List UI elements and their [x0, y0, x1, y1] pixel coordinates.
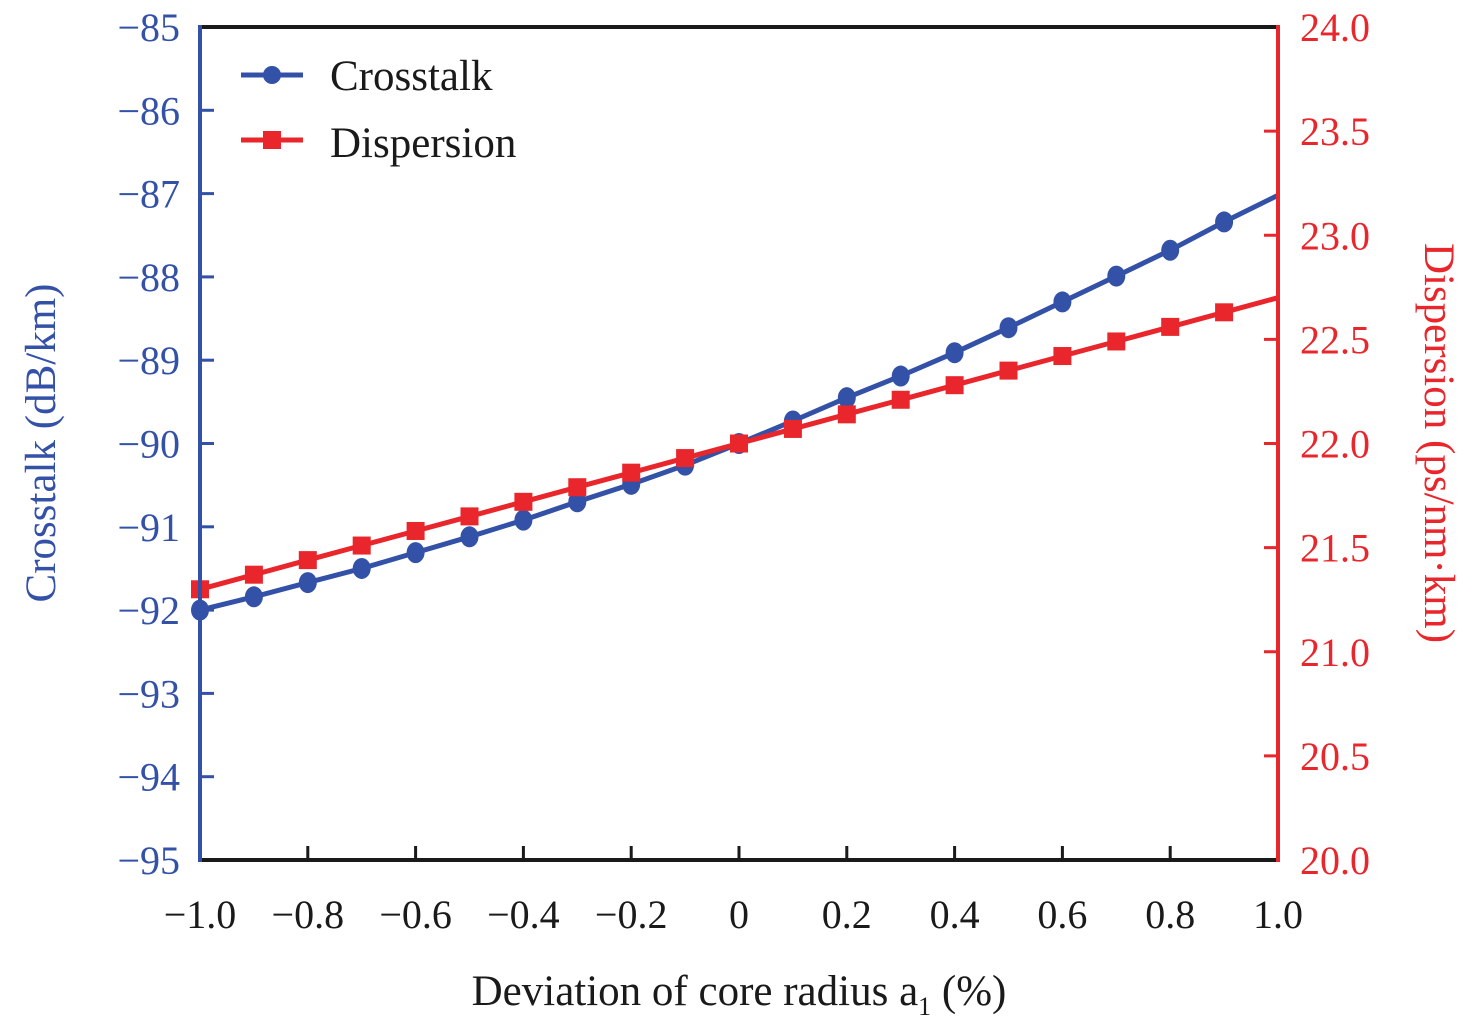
y-right-tick-label: 20.5: [1300, 734, 1370, 779]
y-left-tick-label: −91: [117, 505, 180, 550]
y-right-tick-label: 24.0: [1300, 5, 1370, 50]
x-tick-label: 0.4: [930, 892, 980, 937]
dispersion-point: [730, 434, 748, 453]
legend-crosstalk-marker: [263, 66, 281, 84]
y-left-tick-label: −87: [117, 172, 180, 217]
crosstalk-point: [1107, 265, 1126, 287]
y-right-tick-label: 20.0: [1300, 838, 1370, 883]
crosstalk-point: [945, 342, 964, 364]
crosstalk-point: [244, 586, 263, 608]
y-left-tick-label: −86: [117, 88, 180, 133]
y-left-tick-label: −94: [117, 755, 180, 800]
crosstalk-point: [298, 572, 317, 594]
x-tick-label: 0.2: [822, 892, 872, 937]
y-left-tick-label: −92: [117, 588, 180, 633]
x-tick-label: 0.8: [1145, 892, 1195, 937]
x-tick-label: 0.6: [1037, 892, 1087, 937]
crosstalk-point: [514, 509, 533, 531]
dispersion-point: [999, 361, 1018, 380]
crosstalk-point: [1053, 291, 1072, 313]
dispersion-point: [783, 419, 802, 438]
dispersion-point: [298, 551, 317, 570]
y-right-tick-label: 23.0: [1300, 213, 1370, 258]
dispersion-point: [406, 521, 425, 540]
legend-crosstalk-label: Crosstalk: [330, 53, 493, 100]
y-left-tick-label: −89: [117, 338, 180, 383]
crosstalk-point: [460, 526, 479, 548]
dispersion-point: [837, 405, 856, 424]
dispersion-point: [1161, 317, 1180, 336]
y-axis-right-title: Dispersion (ps/nm·km): [1415, 243, 1462, 643]
y-right-tick-label: 21.0: [1300, 630, 1370, 675]
dispersion-point: [622, 463, 641, 482]
y-right-tick-label: 23.5: [1300, 109, 1370, 154]
x-tick-label: −1.0: [164, 892, 237, 937]
legend-dispersion-marker: [263, 131, 281, 149]
dispersion-point: [1107, 332, 1126, 351]
x-tick-label: 1.0: [1253, 892, 1303, 937]
crosstalk-point: [891, 365, 910, 387]
dispersion-point: [460, 507, 479, 526]
x-tick-label: −0.4: [487, 892, 560, 937]
y-right-tick-label: 22.5: [1300, 317, 1370, 362]
axes-layer: −1.0 −0.8 −0.6 −0.4 −0.2 0 0.2 0.4 0.6 0.8 1.0 −85 −…: [117, 5, 1370, 937]
y-left-tick-label: −85: [117, 5, 180, 50]
dispersion-point: [568, 478, 587, 497]
y-right-tick-label: 21.5: [1300, 526, 1370, 571]
x-tick-label: −0.6: [379, 892, 452, 937]
crosstalk-point: [1215, 211, 1234, 233]
dispersion-point: [945, 376, 964, 395]
legend-dispersion-label: Dispersion: [330, 120, 516, 167]
y-right-tick-label: 22.0: [1300, 422, 1370, 467]
y-left-tick-label: −93: [117, 671, 180, 716]
crosstalk-point: [999, 317, 1018, 339]
crosstalk-point: [568, 491, 587, 513]
y-left-tick-label: −90: [117, 422, 180, 467]
dispersion-point: [352, 536, 371, 555]
x-axis-title: Deviation of core radius a1 (%): [472, 968, 1007, 1021]
y-left-tick-label: −88: [117, 255, 180, 300]
legend: Crosstalk Dispersion: [241, 53, 516, 167]
dispersion-point: [244, 565, 263, 584]
dispersion-point: [514, 492, 533, 511]
x-tick-label: 0: [729, 892, 749, 937]
x-tick-label: −0.8: [272, 892, 345, 937]
dispersion-point: [1215, 303, 1234, 322]
dispersion-point: [891, 390, 910, 409]
crosstalk-point: [1161, 239, 1180, 261]
x-tick-label: −0.2: [595, 892, 668, 937]
y-axis-left-title: Crosstalk (dB/km): [18, 284, 65, 603]
dispersion-point: [676, 449, 695, 468]
dispersion-point: [1053, 347, 1072, 366]
crosstalk-point: [837, 387, 856, 409]
series-layer: [191, 193, 1280, 621]
crosstalk-point: [352, 557, 371, 579]
y-left-tick-label: −95: [117, 838, 180, 883]
crosstalk-point: [406, 542, 425, 564]
